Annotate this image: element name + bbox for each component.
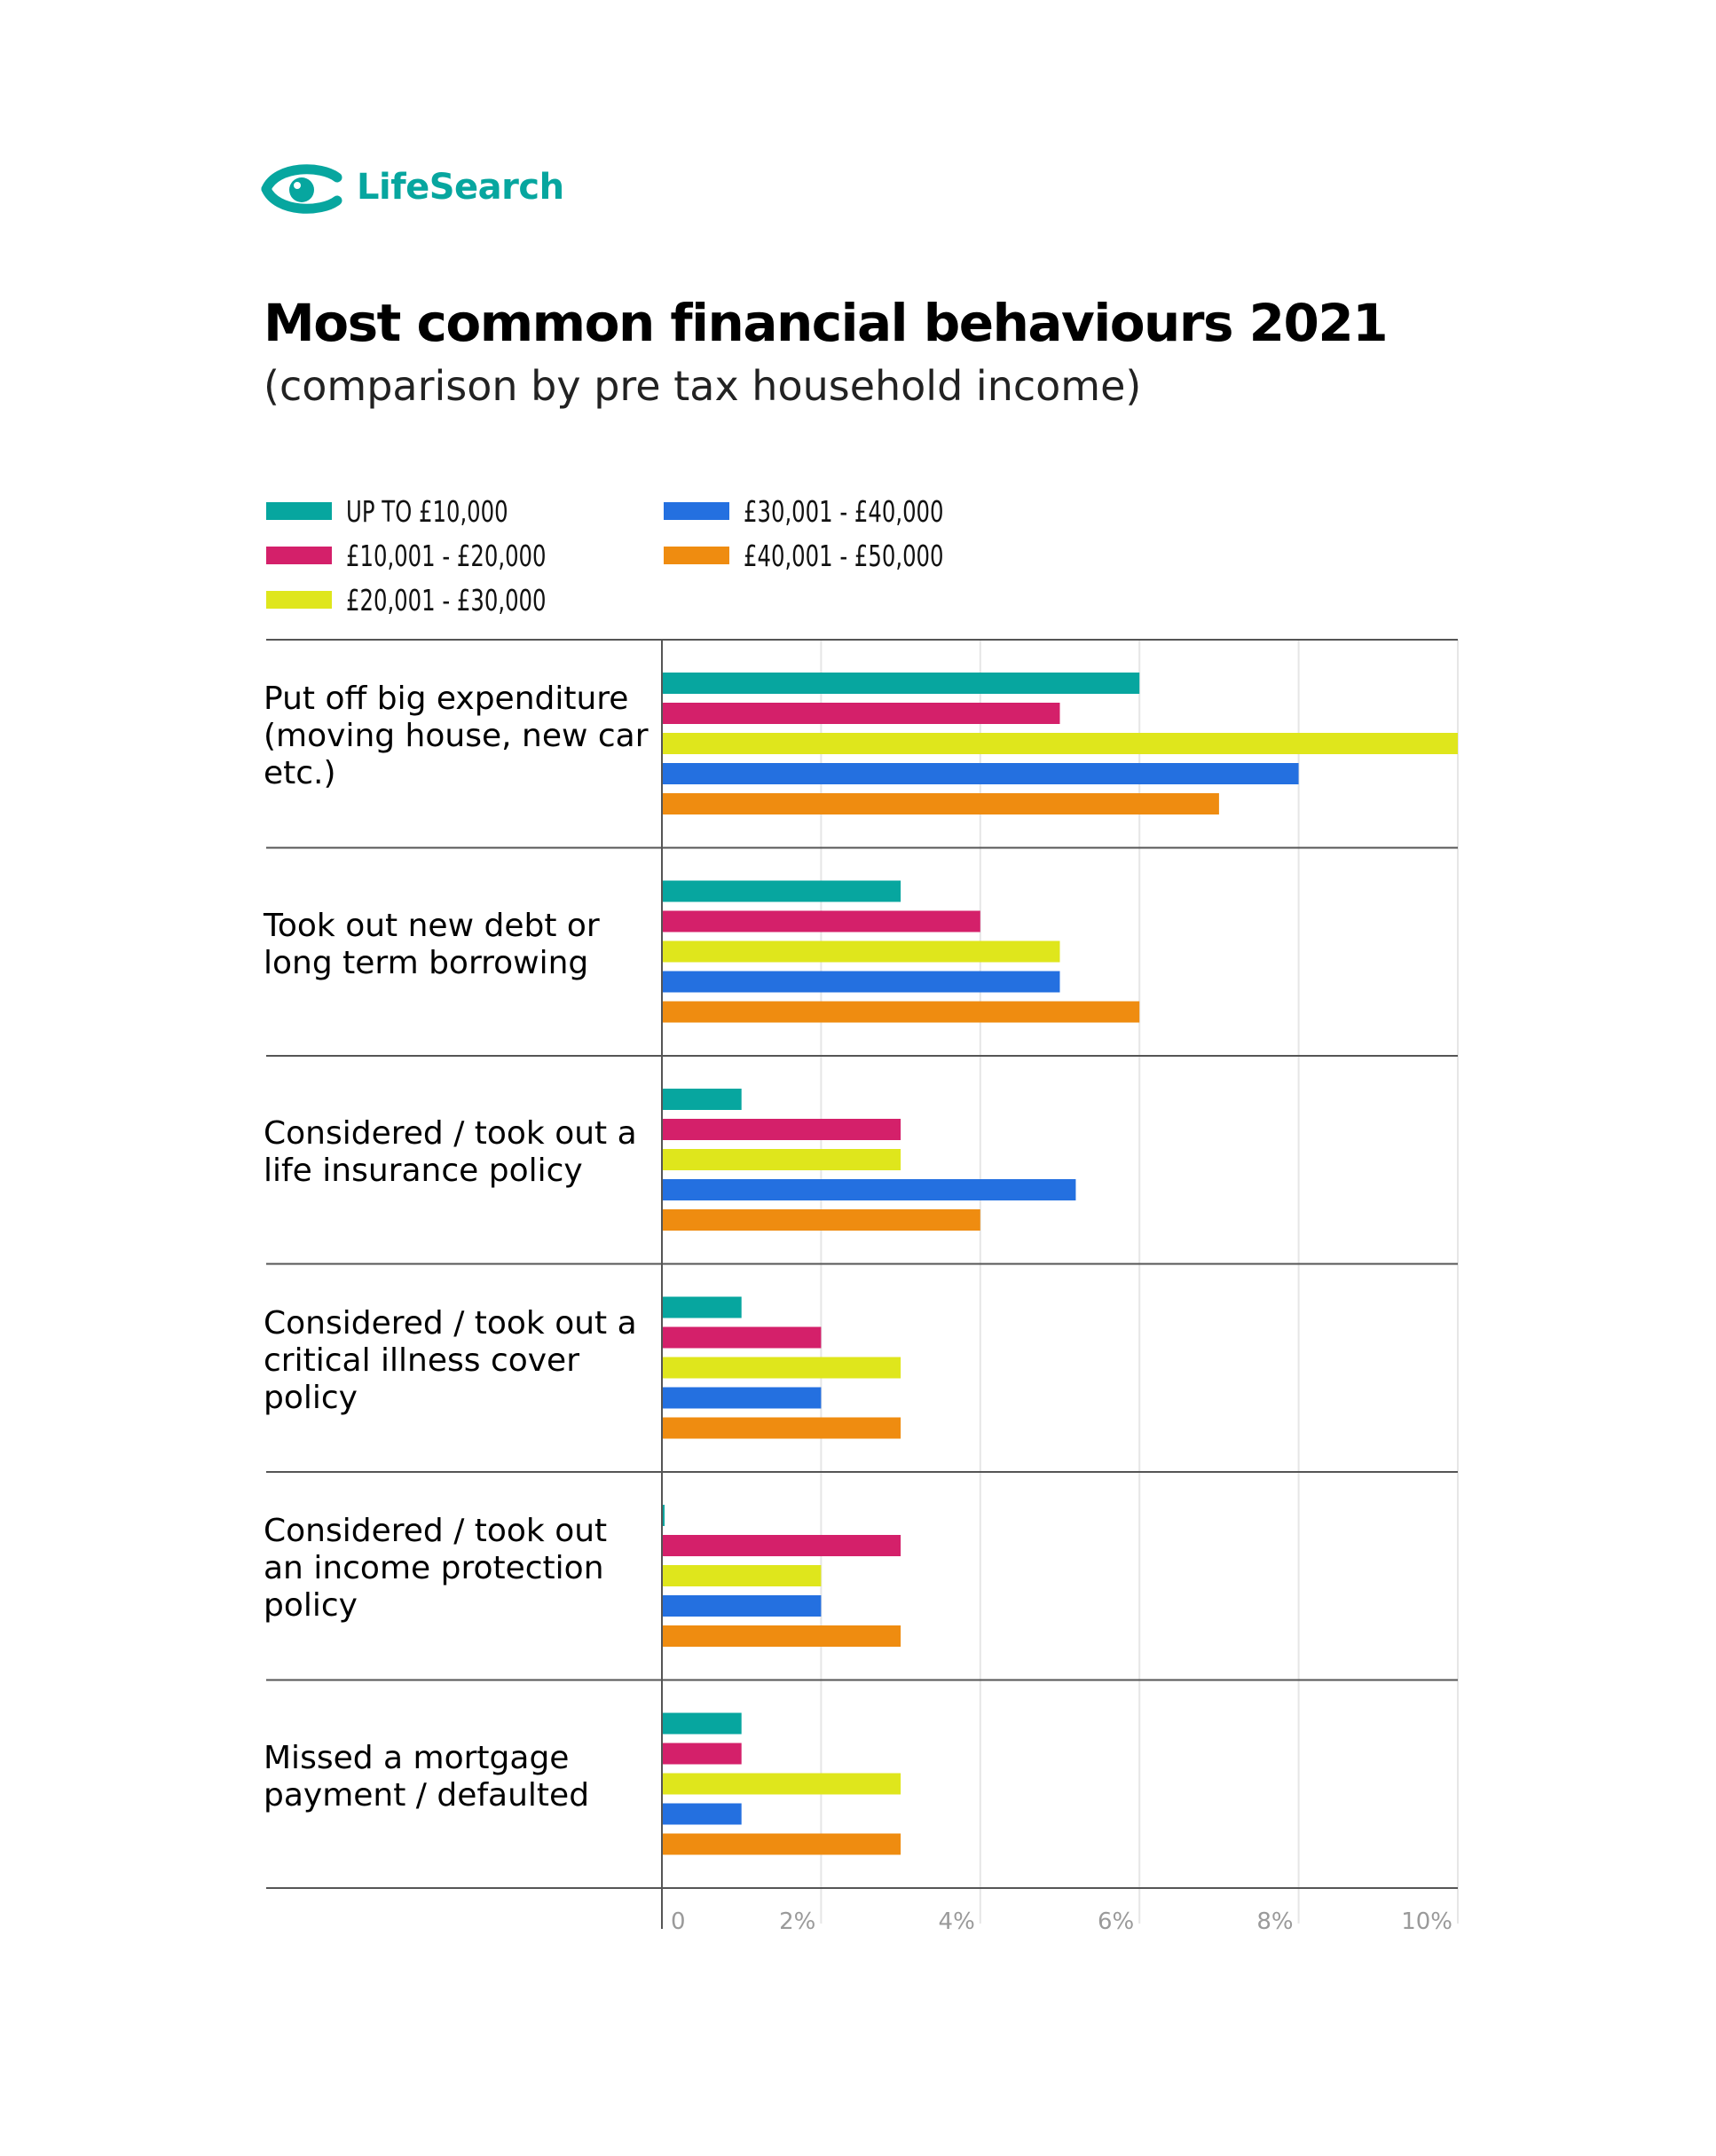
bar [662,1505,665,1526]
legend-item: UP TO £10,000 [266,493,544,529]
bar [662,1149,901,1170]
bar [662,793,1219,814]
bar [662,971,1060,993]
category-label: Considered / took out an income protecti… [264,1513,608,1625]
category-label: Considered / took out a life insurance p… [264,1115,637,1190]
x-tick-label: 2% [779,1908,815,1935]
category-label: Considered / took out a critical illness… [264,1304,637,1416]
bar [662,1089,742,1110]
bar [662,763,1299,784]
bar [662,673,1140,694]
legend-item: £10,001 - £20,000 [266,538,590,573]
lifesearch-logo-icon [261,164,342,214]
legend-swatch [266,502,332,520]
bar [662,1595,822,1617]
brand-name: LifeSearch [357,167,564,208]
bar [662,940,1060,963]
bar [662,1326,822,1349]
bar [662,1565,822,1586]
bar [662,910,980,932]
x-tick-label: 10% [1401,1908,1452,1935]
bar [662,703,1060,724]
bar [662,1773,901,1795]
legend-swatch [266,547,332,564]
bar [662,1296,742,1318]
bar [662,1387,822,1409]
legend-label: £10,001 - £20,000 [346,538,547,573]
legend-swatch [266,591,332,609]
bar [662,1833,901,1855]
bar [662,1625,901,1647]
legend-label: UP TO £10,000 [346,493,508,529]
x-tick-label: 6% [1098,1908,1134,1935]
legend-label: £20,001 - £30,000 [346,582,547,618]
bar [662,1179,1076,1200]
legend-item: £30,001 - £40,000 [664,493,988,529]
category-label: Put off big expenditure (moving house, n… [264,681,649,792]
bar [662,1001,1140,1023]
legend-label: £40,001 - £50,000 [744,538,944,573]
bar [662,1535,901,1556]
bar [662,1417,901,1439]
legend-swatch [664,502,729,520]
legend-item: £40,001 - £50,000 [664,538,988,573]
chart-title: Most common financial behaviours 2021 [264,293,1389,353]
legend-swatch [664,547,729,564]
category-label: Missed a mortgage payment / defaulted [264,1739,590,1814]
bar [662,733,1458,754]
bar [662,880,901,902]
legend-item: £20,001 - £30,000 [266,582,590,618]
bar [662,1209,980,1231]
x-tick-label: 4% [939,1908,975,1935]
bar [662,1803,742,1825]
bar [662,1357,901,1379]
x-tick-label: 0 [671,1908,686,1935]
legend-label: £30,001 - £40,000 [744,493,944,529]
bar [662,1119,901,1140]
category-label: Took out new debt or long term borrowing [264,907,600,981]
x-tick-label: 8% [1256,1908,1293,1935]
bar [662,1743,742,1765]
bar [662,1712,742,1735]
chart-subtitle: (comparison by pre tax household income) [264,362,1142,410]
